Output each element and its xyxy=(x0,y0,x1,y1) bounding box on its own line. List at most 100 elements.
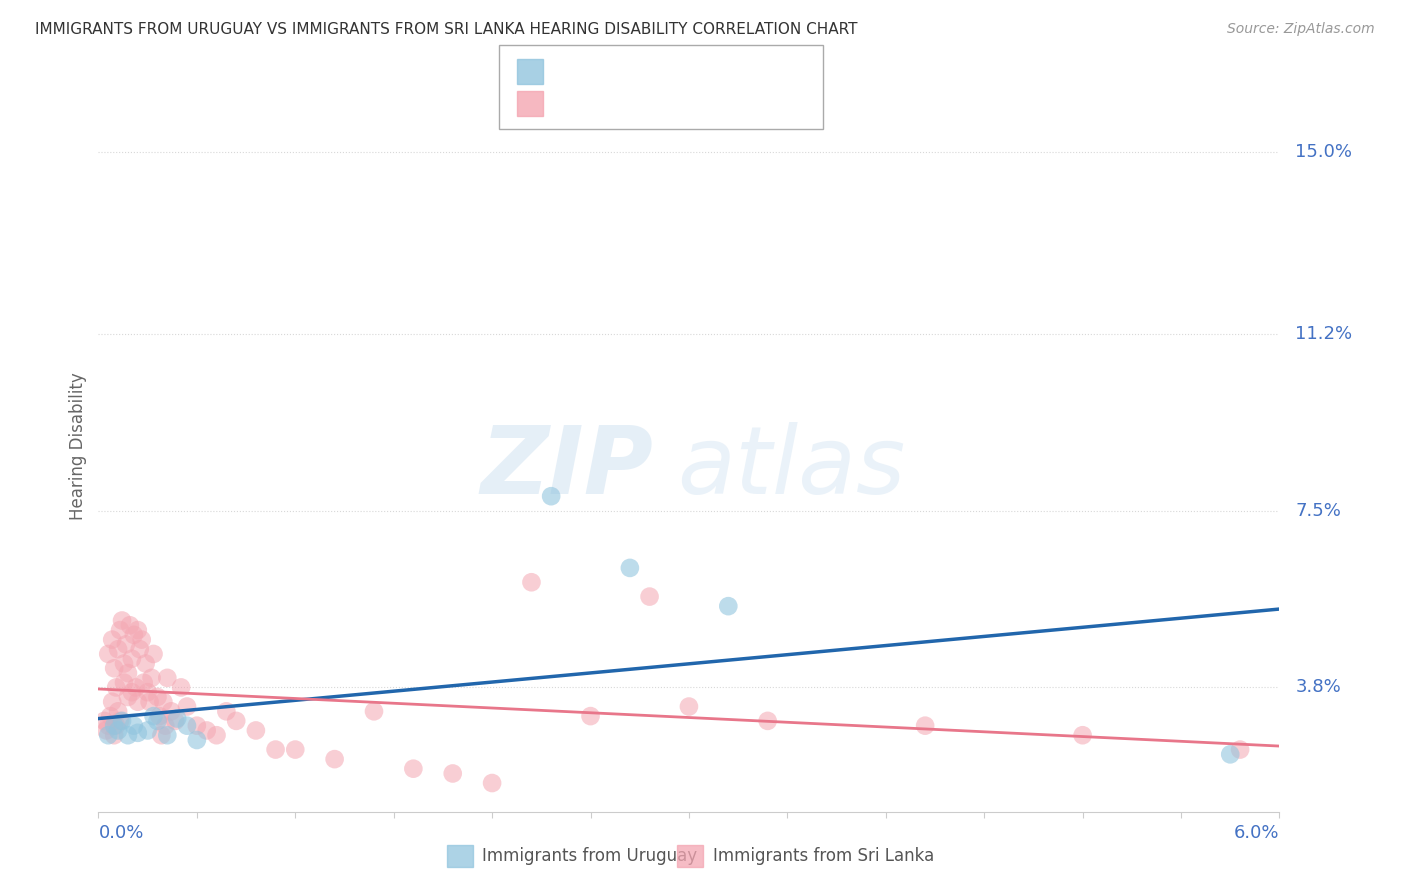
Point xyxy=(97,647,120,661)
Point xyxy=(176,699,198,714)
Bar xyxy=(678,845,703,867)
Point xyxy=(363,704,385,718)
Point xyxy=(264,742,287,756)
Point xyxy=(131,632,153,647)
Point xyxy=(108,714,131,728)
Point xyxy=(127,726,149,740)
Point xyxy=(245,723,267,738)
Text: 3.8%: 3.8% xyxy=(1295,679,1341,697)
Point xyxy=(136,685,159,699)
Text: Source: ZipAtlas.com: Source: ZipAtlas.com xyxy=(1227,22,1375,37)
Point xyxy=(756,714,779,728)
Text: Immigrants from Sri Lanka: Immigrants from Sri Lanka xyxy=(713,847,934,864)
Point xyxy=(176,719,198,733)
Point xyxy=(146,690,169,704)
Text: 7.5%: 7.5% xyxy=(1295,501,1341,519)
Point xyxy=(205,728,228,742)
Point xyxy=(122,628,145,642)
Point xyxy=(107,723,129,738)
Text: Immigrants from Uruguay: Immigrants from Uruguay xyxy=(482,847,697,864)
Point xyxy=(121,651,143,665)
Point xyxy=(540,489,562,503)
Point xyxy=(105,719,128,733)
Point xyxy=(98,709,121,723)
Point xyxy=(186,733,208,747)
Point xyxy=(579,709,602,723)
Text: atlas: atlas xyxy=(678,423,905,514)
Point xyxy=(117,666,139,681)
Point xyxy=(215,704,238,718)
Point xyxy=(117,728,139,742)
Point xyxy=(103,661,125,675)
Y-axis label: Hearing Disability: Hearing Disability xyxy=(69,372,87,520)
Text: 6.0%: 6.0% xyxy=(1234,823,1279,842)
Point xyxy=(323,752,346,766)
Text: R = 0.457   N = 16: R = 0.457 N = 16 xyxy=(551,62,721,81)
Point xyxy=(142,647,165,661)
Text: R =  0.111   N = 67: R = 0.111 N = 67 xyxy=(551,95,727,112)
Point xyxy=(111,714,134,728)
Point xyxy=(155,719,177,733)
Point xyxy=(108,623,131,637)
Point xyxy=(118,618,141,632)
Point xyxy=(717,599,740,614)
Text: 15.0%: 15.0% xyxy=(1295,143,1353,161)
Point xyxy=(165,714,187,728)
Bar xyxy=(447,845,472,867)
Point xyxy=(1229,742,1251,756)
Point xyxy=(112,657,135,671)
Point xyxy=(117,690,139,704)
Point xyxy=(93,714,115,728)
Point xyxy=(97,728,120,742)
Point xyxy=(914,719,936,733)
Point xyxy=(1071,728,1094,742)
Point xyxy=(128,642,150,657)
Point xyxy=(132,675,155,690)
Point xyxy=(156,728,179,742)
Point xyxy=(101,632,124,647)
Point xyxy=(127,623,149,637)
Point xyxy=(112,675,135,690)
Point xyxy=(638,590,661,604)
Point xyxy=(107,704,129,718)
Point xyxy=(481,776,503,790)
Point xyxy=(678,699,700,714)
Point xyxy=(122,719,145,733)
Point xyxy=(111,614,134,628)
Point xyxy=(115,637,138,651)
Point xyxy=(125,681,148,695)
Point xyxy=(148,709,170,723)
Point xyxy=(170,681,193,695)
Point xyxy=(195,723,218,738)
Point xyxy=(105,681,128,695)
Point xyxy=(142,709,165,723)
Point xyxy=(160,704,183,718)
Point xyxy=(103,719,125,733)
Point xyxy=(107,642,129,657)
Point xyxy=(101,695,124,709)
Point xyxy=(520,575,543,590)
Point xyxy=(441,766,464,780)
Text: ZIP: ZIP xyxy=(481,422,654,514)
Point xyxy=(166,711,188,725)
Point xyxy=(402,762,425,776)
Point xyxy=(619,561,641,575)
Point xyxy=(138,695,160,709)
Point xyxy=(225,714,247,728)
Point xyxy=(284,742,307,756)
Point xyxy=(156,671,179,685)
Text: 11.2%: 11.2% xyxy=(1295,325,1353,343)
Point xyxy=(186,719,208,733)
Point xyxy=(136,723,159,738)
Point xyxy=(97,719,120,733)
Point xyxy=(135,657,157,671)
Text: IMMIGRANTS FROM URUGUAY VS IMMIGRANTS FROM SRI LANKA HEARING DISABILITY CORRELAT: IMMIGRANTS FROM URUGUAY VS IMMIGRANTS FR… xyxy=(35,22,858,37)
Point xyxy=(103,728,125,742)
Point xyxy=(96,723,118,738)
Point xyxy=(141,671,163,685)
Point xyxy=(150,728,173,742)
Point xyxy=(127,695,149,709)
Point xyxy=(146,714,169,728)
Point xyxy=(1219,747,1241,762)
Text: 0.0%: 0.0% xyxy=(98,823,143,842)
